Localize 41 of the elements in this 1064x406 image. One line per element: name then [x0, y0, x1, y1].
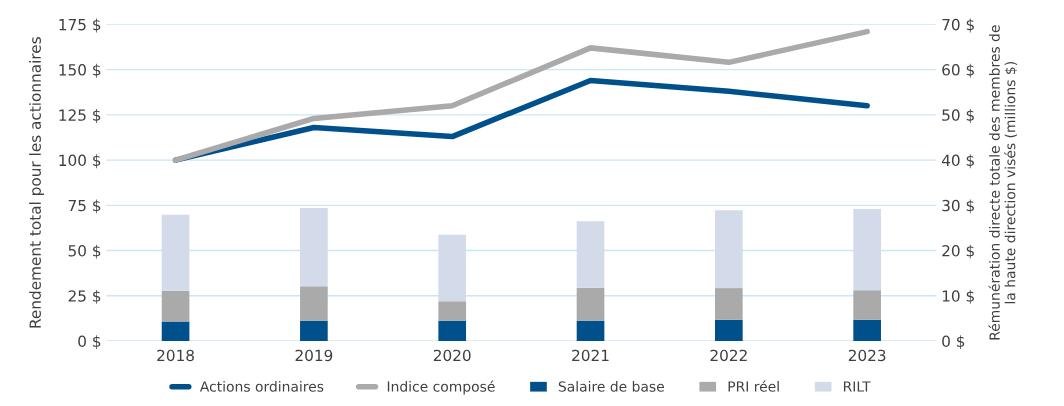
- legend-label: Actions ordinaires: [199, 381, 324, 392]
- bar: [853, 290, 881, 320]
- bar: [576, 287, 605, 321]
- bar: [715, 288, 743, 320]
- x-tick-label: 2019: [295, 349, 333, 362]
- y-tick-label: 0 $: [78, 335, 101, 350]
- legend-label: RILT: [843, 381, 871, 392]
- y-tick-label: 75 $: [68, 199, 101, 214]
- y2-tick-label: 50 $: [942, 109, 974, 123]
- y-tick-label: 125 $: [59, 109, 101, 123]
- bar: [853, 319, 881, 342]
- bar: [161, 321, 190, 342]
- legend-label: PRI réel: [728, 380, 779, 392]
- y-axis-title: Rendement total pour les actionnaires: [29, 37, 44, 328]
- y-tick-label: 100 $: [59, 154, 101, 169]
- x-tick-label: 2021: [572, 349, 609, 362]
- y2-axis-title: Rémunération directe totale des membres de la haute direction visés (millions $): [988, 25, 1018, 340]
- y-tick-label: 25 $: [68, 290, 101, 304]
- x-tick-label: 2020: [433, 349, 471, 362]
- y2-tick-label: 20 $: [942, 244, 974, 259]
- bar: [161, 290, 190, 322]
- y-tick-label: 175 $: [59, 18, 101, 33]
- y2-tick-label: 40 $: [941, 154, 974, 169]
- bar: [438, 320, 467, 342]
- x-tick-label: 2022: [710, 349, 747, 362]
- bar: [576, 320, 605, 342]
- y2-tick-label: 10 $: [942, 290, 974, 304]
- legend-label: Salaire de base: [558, 381, 664, 392]
- bar: [300, 320, 328, 342]
- x-tick-label: 2023: [848, 349, 886, 362]
- y2-tick-label: 70 $: [942, 18, 974, 33]
- y2-tick-label: 30 $: [942, 199, 974, 214]
- x-tick-label: 2018: [157, 349, 194, 362]
- bar: [300, 286, 328, 321]
- y2-tick-label: 0 $: [942, 335, 965, 350]
- y2-tick-label: 60 $: [942, 63, 974, 78]
- bar: [438, 301, 467, 321]
- bar: [715, 319, 743, 342]
- y-tick-label: 50 $: [68, 244, 101, 259]
- y-tick-label: 150 $: [59, 63, 101, 78]
- legend-label: Indice composé: [387, 380, 495, 395]
